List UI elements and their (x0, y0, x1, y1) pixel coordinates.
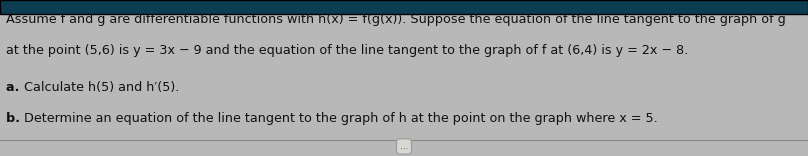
Text: at the point (5,6) is y = 3x − 9 and the equation of the line tangent to the gra: at the point (5,6) is y = 3x − 9 and the… (6, 44, 688, 57)
Text: Assume f and g are differentiable functions with h(x) = f(g(x)). Suppose the equ: Assume f and g are differentiable functi… (6, 13, 786, 26)
Text: Determine an equation of the line tangent to the graph of h at the point on the : Determine an equation of the line tangen… (24, 112, 658, 124)
Text: Calculate h(5) and h′(5).: Calculate h(5) and h′(5). (24, 81, 179, 94)
FancyBboxPatch shape (0, 0, 808, 14)
Text: b.: b. (6, 112, 25, 124)
Text: ...: ... (400, 142, 408, 151)
Text: a.: a. (6, 81, 24, 94)
